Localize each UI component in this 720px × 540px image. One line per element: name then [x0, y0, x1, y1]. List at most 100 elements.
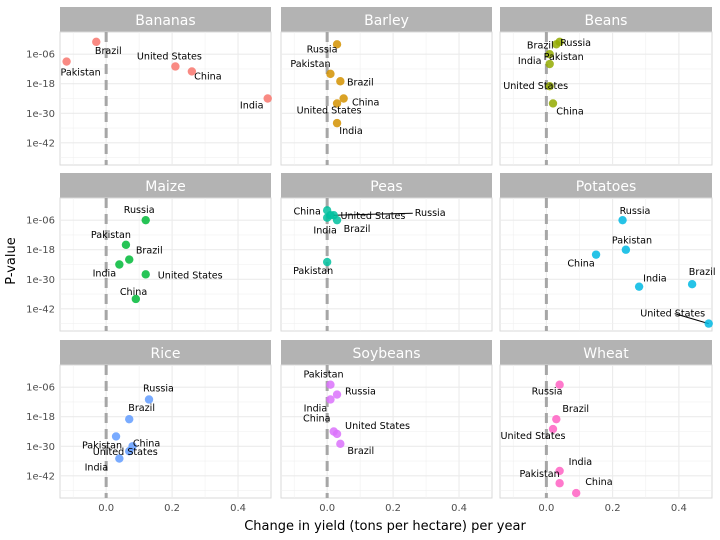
- point-label: Pakistan: [82, 440, 122, 451]
- data-point: [115, 454, 124, 463]
- x-axis-title: Change in yield (tons per hectare) per y…: [244, 519, 526, 534]
- point-label: United States: [93, 447, 158, 458]
- y-tick-label: 1e-18: [26, 245, 55, 256]
- data-point: [618, 215, 627, 225]
- facet-strip: [281, 340, 492, 365]
- label-leader-line: [674, 313, 709, 325]
- y-tick-label: 1e-30: [26, 442, 55, 453]
- data-point: [125, 414, 134, 424]
- facet-strip-label: Soybeans: [353, 346, 421, 362]
- facet-strip-label: Beans: [585, 13, 628, 29]
- point-label: India: [518, 56, 542, 67]
- y-tick-label: 1e-06: [26, 50, 55, 61]
- data-point: [125, 447, 134, 456]
- point-label: China: [352, 98, 379, 109]
- data-point: [545, 59, 554, 69]
- x-tick-label: 0.2: [164, 503, 180, 514]
- x-tick-label: 0.4: [451, 503, 467, 514]
- data-point: [121, 240, 131, 249]
- data-point: [555, 479, 564, 488]
- data-point: [326, 380, 335, 389]
- point-label: Pakistan: [520, 469, 560, 480]
- facet-strip-label: Bananas: [135, 13, 195, 29]
- data-point: [704, 319, 713, 328]
- y-tick-label: 1e-30: [26, 275, 55, 286]
- facet-potatoes: Potatoes Russia Pakistan China India Brazil Un…: [499, 173, 716, 332]
- facet-strip: [281, 173, 492, 198]
- data-point: [326, 395, 335, 404]
- point-label: United States: [345, 421, 410, 432]
- data-point: [332, 118, 342, 128]
- point-label: Russia: [307, 44, 338, 55]
- point-label: Pakistan: [91, 230, 131, 241]
- point-label: Brazil: [347, 446, 374, 457]
- facet-wheat: Wheat 0.0 0.2 0.4 Russia Brazil United States I…: [499, 340, 713, 514]
- point-label: Pakistan: [303, 370, 343, 381]
- data-point: [322, 213, 332, 222]
- data-point: [548, 424, 558, 434]
- label-leader-line: [333, 212, 413, 216]
- point-label: Pakistan: [61, 68, 101, 79]
- data-point: [332, 40, 342, 49]
- data-point: [332, 99, 342, 108]
- data-point: [171, 62, 180, 71]
- point-label: Russia: [532, 387, 563, 398]
- data-point: [555, 380, 564, 389]
- data-point: [336, 439, 345, 449]
- point-label: Russia: [143, 383, 174, 394]
- data-point: [548, 99, 558, 108]
- data-point: [332, 390, 342, 399]
- facet-panels: Bananas1e-061e-181e-301e-42BrazilPakista…: [26, 7, 716, 514]
- facet-strip: [60, 340, 271, 365]
- facet-strip: [60, 173, 271, 198]
- data-point: [111, 432, 121, 441]
- point-label: India: [240, 101, 264, 112]
- point-label: Brazil: [689, 267, 716, 278]
- point-label: China: [567, 259, 594, 270]
- point-label: Brazil: [136, 246, 163, 257]
- point-label: Pakistan: [612, 236, 652, 247]
- y-tick-label: 1e-18: [26, 412, 55, 423]
- data-point: [62, 57, 71, 66]
- facet-rice: Rice 1e-06 1e-18 1e-30 1e-42 0.0 0.2 0.4 Russia B…: [26, 340, 272, 514]
- data-point: [336, 77, 345, 86]
- facet-strip-label: Barley: [364, 13, 409, 29]
- facet-strip: [500, 340, 712, 365]
- x-tick-label: 0.0: [98, 503, 114, 514]
- facet-strip: [281, 7, 492, 32]
- x-tick-label: 0.0: [319, 503, 335, 514]
- point-label: Brazil: [95, 46, 122, 57]
- point-label: Brazil: [527, 40, 554, 51]
- data-point: [552, 414, 561, 424]
- point-label: United States: [501, 431, 566, 442]
- data-point: [545, 49, 554, 59]
- y-tick-label: 1e-06: [26, 383, 55, 394]
- data-point: [322, 257, 332, 267]
- facet-strip-label: Potatoes: [576, 179, 637, 195]
- data-point: [332, 429, 342, 439]
- y-tick-label: 1e-06: [26, 216, 55, 227]
- y-tick-label: 1e-42: [26, 138, 55, 149]
- data-point: [555, 37, 564, 47]
- point-label: Russia: [345, 387, 376, 398]
- data-point: [263, 94, 272, 103]
- point-label: China: [585, 477, 612, 488]
- facet-peas: Peas China United States Russia India Brazil P…: [280, 173, 493, 332]
- x-tick-label: 0.4: [230, 503, 246, 514]
- facet-strip-label: Peas: [370, 179, 402, 195]
- point-label: India: [339, 126, 363, 137]
- facet-strip: [500, 7, 712, 32]
- point-label: Pakistan: [293, 266, 333, 277]
- facet-strip-label: Rice: [151, 346, 181, 362]
- point-label: Russia: [124, 205, 155, 216]
- point-label: India: [313, 226, 337, 237]
- data-point: [144, 395, 154, 404]
- point-label: United States: [640, 309, 705, 320]
- data-point: [92, 37, 101, 47]
- point-label: Russia: [415, 208, 446, 219]
- point-label: Pakistan: [290, 59, 330, 70]
- data-point: [141, 270, 150, 279]
- point-label: Pakistan: [544, 52, 584, 63]
